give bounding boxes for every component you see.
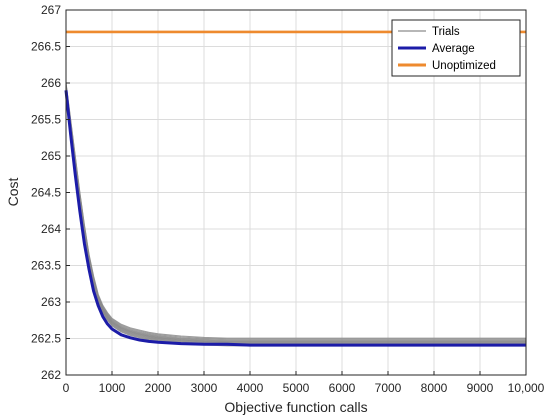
y-tick-label: 265: [41, 149, 61, 163]
y-tick-label: 263.5: [31, 259, 61, 273]
y-tick-label: 264: [41, 222, 61, 236]
y-tick-label: 266.5: [31, 40, 61, 54]
x-tick-label: 3000: [191, 381, 218, 395]
legend-label-average: Average: [432, 43, 475, 55]
y-axis-label: Cost: [5, 178, 21, 207]
y-tick-label: 266: [41, 76, 61, 90]
axis-ticks: 0 1000 2000 3000 4000 5000 6000 7000 8000 9000 10,…: [31, 3, 545, 395]
average-series-line: [64, 90, 526, 347]
y-tick-label: 262.5: [31, 332, 61, 346]
y-tick-label: 265.5: [31, 113, 61, 127]
y-tick-label: 267: [41, 3, 61, 17]
x-tick-label: 4000: [237, 381, 264, 395]
legend: Trials Average Unoptimized: [391, 19, 521, 77]
x-tick-label: 2000: [145, 381, 172, 395]
x-tick-label: 5000: [283, 381, 310, 395]
x-tick-label: 1000: [99, 381, 126, 395]
y-tick-label: 263: [41, 295, 61, 309]
legend-label-trials: Trials: [432, 26, 460, 38]
legend-label-unoptimized: Unoptimized: [432, 60, 496, 72]
series-layer: [64, 30, 526, 347]
x-tick-label: 7000: [375, 381, 402, 395]
x-tick-label: 10,000: [508, 381, 545, 395]
x-tick-label: 9000: [467, 381, 494, 395]
y-tick-label: 262: [41, 368, 61, 382]
x-tick-label: 6000: [329, 381, 356, 395]
y-tick-label: 264.5: [31, 186, 61, 200]
x-tick-label: 8000: [421, 381, 448, 395]
grid-lines: [66, 10, 526, 375]
x-tick-label: 0: [63, 381, 70, 395]
x-axis-label: Objective function calls: [224, 399, 367, 415]
